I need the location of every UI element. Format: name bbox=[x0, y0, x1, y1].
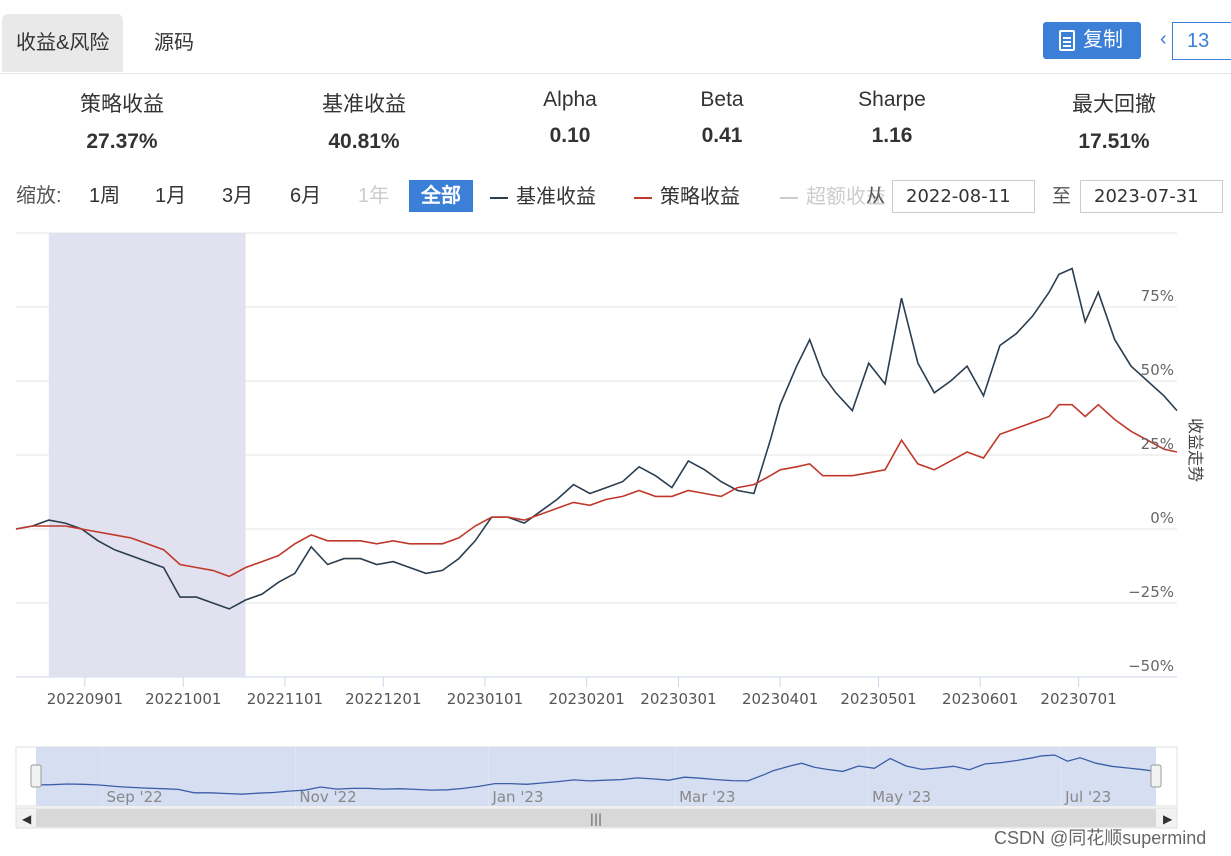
legend-excess[interactable]: 超额收益 bbox=[780, 182, 892, 212]
metric-sharpe: Sharpe 1.16 bbox=[812, 88, 972, 148]
x-tick-label: 20230501 bbox=[840, 690, 916, 708]
x-tick-label: 20221101 bbox=[247, 690, 323, 708]
y-tick-label: −50% bbox=[1128, 657, 1174, 675]
chevron-left-icon: ‹ bbox=[1160, 28, 1167, 50]
copy-button[interactable]: 复制 bbox=[1043, 22, 1141, 59]
y-axis-title: 收益走势 bbox=[1186, 418, 1205, 482]
y-tick-label: 75% bbox=[1141, 287, 1174, 305]
navigator-tick-label: Sep '22 bbox=[106, 788, 162, 806]
legend-benchmark[interactable]: 基准收益 bbox=[490, 182, 596, 212]
metric-label: 基准收益 bbox=[322, 93, 406, 116]
metric-value: 17.51% bbox=[1078, 130, 1150, 153]
metric-value: 27.37% bbox=[86, 130, 158, 153]
legend-label: 基准收益 bbox=[516, 186, 596, 208]
benchmark-series-line bbox=[15, 267, 1178, 610]
metric-value: 0.10 bbox=[549, 124, 591, 147]
metric-label: 策略收益 bbox=[80, 93, 164, 116]
copy-button-label: 复制 bbox=[1083, 29, 1123, 51]
navigator-left-handle[interactable] bbox=[30, 764, 42, 788]
counter-value: 13 bbox=[1172, 22, 1231, 60]
metric-alpha: Alpha 0.10 bbox=[490, 88, 650, 148]
from-date-input[interactable]: 2022-08-11 bbox=[892, 180, 1035, 213]
legend-label: 超额收益 bbox=[806, 186, 886, 208]
legend-strategy[interactable]: 策略收益 bbox=[634, 182, 740, 212]
x-tick-label: 20230701 bbox=[1040, 690, 1116, 708]
from-label: 从 bbox=[866, 186, 886, 207]
x-tick-label: 20230601 bbox=[942, 690, 1018, 708]
strategy-series-line bbox=[15, 403, 1178, 578]
metric-label: 最大回撤 bbox=[1072, 93, 1156, 116]
navigator-tick-label: Nov '22 bbox=[299, 788, 356, 806]
metric-label: Alpha bbox=[543, 88, 597, 111]
navigator-right-handle[interactable] bbox=[1150, 764, 1162, 788]
document-icon bbox=[1059, 30, 1075, 51]
metric-label: Beta bbox=[700, 88, 744, 111]
tab-returns-risk[interactable]: 收益&风险 bbox=[2, 14, 124, 72]
navigator-selection[interactable] bbox=[36, 747, 1156, 806]
metric-value: 1.16 bbox=[871, 124, 913, 147]
tab-bar: 收益&风险 源码 复制 ‹ 13 bbox=[0, 0, 1231, 74]
metric-max-drawdown: 最大回撤 17.51% bbox=[1034, 88, 1194, 154]
zoom-1-year: 1年 bbox=[358, 185, 390, 207]
legend-line bbox=[780, 196, 798, 199]
metric-label: Sharpe bbox=[858, 88, 926, 111]
highlight-band bbox=[48, 233, 246, 677]
zoom-6-months[interactable]: 6月 bbox=[290, 185, 322, 207]
navigator-tick-label: Mar '23 bbox=[679, 788, 735, 806]
metric-benchmark-return: 基准收益 40.81% bbox=[284, 88, 444, 154]
x-tick-label: 20230301 bbox=[640, 690, 716, 708]
x-tick-label: 20230101 bbox=[447, 690, 523, 708]
navigator-frame bbox=[15, 746, 1178, 807]
metric-value: 40.81% bbox=[328, 130, 400, 153]
zoom-label: 缩放: bbox=[16, 185, 62, 207]
to-label: 至 bbox=[1052, 186, 1072, 207]
y-tick-label: 50% bbox=[1141, 361, 1174, 379]
zoom-1-month[interactable]: 1月 bbox=[155, 185, 187, 207]
zoom-3-months[interactable]: 3月 bbox=[222, 185, 254, 207]
metric-strategy-return: 策略收益 27.37% bbox=[42, 88, 202, 154]
x-tick-label: 20220901 bbox=[47, 690, 123, 708]
scroll-left-arrow-icon[interactable]: ◀ bbox=[22, 812, 32, 826]
to-date-input[interactable]: 2023-07-31 bbox=[1080, 180, 1223, 213]
navigator-tick-label: May '23 bbox=[872, 788, 931, 806]
y-tick-label: 25% bbox=[1141, 435, 1174, 453]
scrollbar-thumb[interactable] bbox=[36, 809, 1156, 827]
y-tick-label: 0% bbox=[1150, 509, 1174, 527]
zoom-1-week[interactable]: 1周 bbox=[89, 185, 121, 207]
legend-line bbox=[490, 196, 508, 199]
x-tick-label: 20221001 bbox=[145, 690, 221, 708]
watermark: CSDN @同花顺supermind bbox=[994, 828, 1207, 848]
x-tick-label: 20230201 bbox=[548, 690, 624, 708]
metric-value: 0.41 bbox=[701, 124, 743, 147]
navigator-series-line bbox=[35, 754, 1157, 795]
legend-line bbox=[634, 196, 652, 199]
scrollbar-grip-icon: ||| bbox=[590, 812, 602, 826]
x-tick-label: 20221201 bbox=[345, 690, 421, 708]
y-tick-label: −25% bbox=[1128, 583, 1174, 601]
navigator-tick-label: Jul '23 bbox=[1064, 788, 1111, 806]
legend-label: 策略收益 bbox=[660, 186, 740, 208]
navigator-tick-label: Jan '23 bbox=[491, 788, 543, 806]
x-tick-label: 20230401 bbox=[742, 690, 818, 708]
zoom-all[interactable]: 全部 bbox=[409, 180, 473, 212]
tab-source-code[interactable]: 源码 bbox=[154, 32, 194, 54]
metric-beta: Beta 0.41 bbox=[642, 88, 802, 148]
